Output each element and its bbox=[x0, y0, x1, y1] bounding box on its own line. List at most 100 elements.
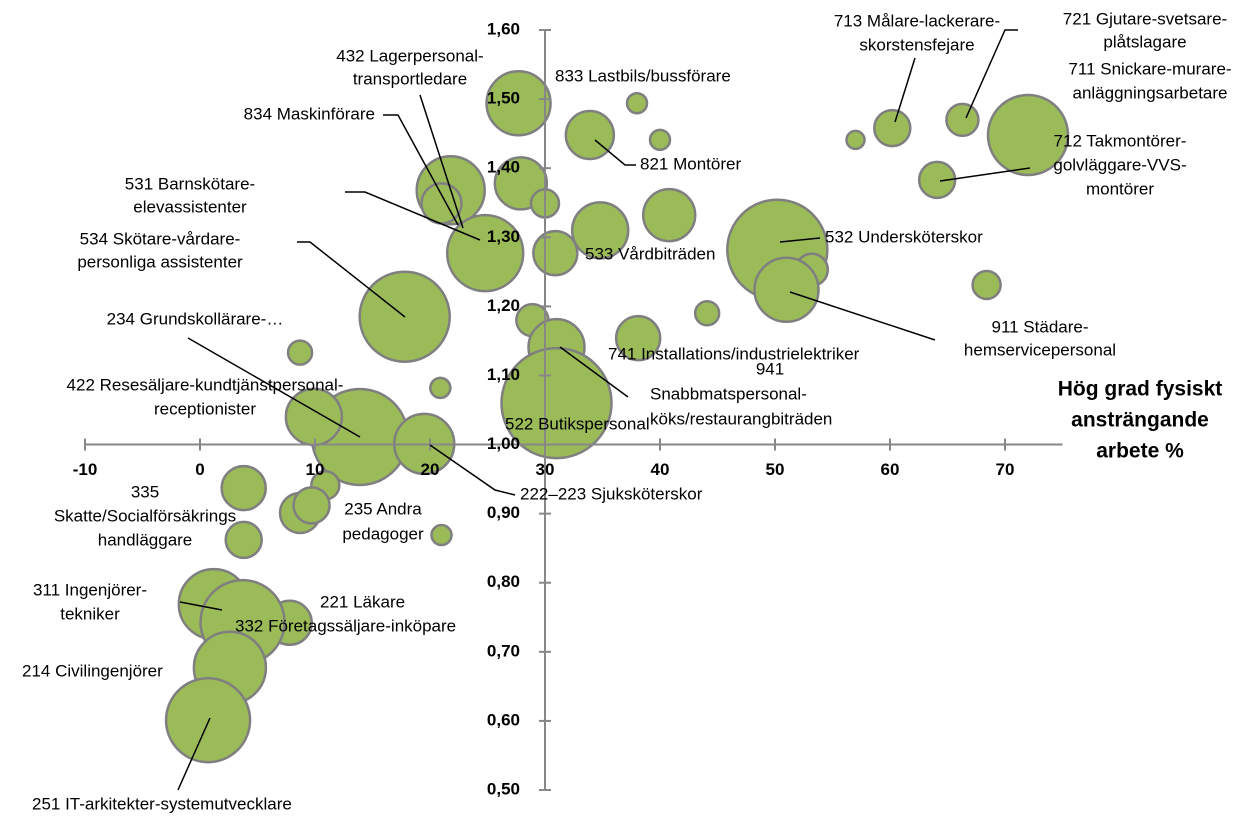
leader-line bbox=[419, 94, 464, 229]
y-tick-label: 1,40 bbox=[487, 158, 520, 177]
leader-line bbox=[345, 191, 481, 241]
leader-line bbox=[894, 57, 916, 123]
bubble bbox=[845, 129, 866, 151]
bubble-label: 533 Vårdbiträden bbox=[585, 244, 715, 263]
bubble-label: 221 Läkare bbox=[320, 592, 405, 611]
x-axis-title: Hög grad fysiskt bbox=[1058, 378, 1223, 401]
bubble-label: transportledare bbox=[353, 69, 467, 88]
bubble bbox=[648, 128, 672, 152]
y-tick-label: 1,60 bbox=[487, 19, 520, 38]
bubble-label: 235 Andra bbox=[344, 499, 422, 518]
y-tick-label: 0,50 bbox=[487, 779, 520, 798]
leader-line bbox=[187, 337, 361, 438]
leader-line bbox=[297, 241, 406, 318]
bubble-label: 711 Snickare-murare- bbox=[1068, 59, 1231, 78]
bubble-label: Skatte/Socialförsäkrings bbox=[54, 506, 236, 525]
leader-line bbox=[789, 291, 936, 341]
bubble-label: montörer bbox=[1086, 179, 1154, 198]
bubble bbox=[429, 376, 452, 400]
bubble-label: 833 Lastbils/bussförare bbox=[555, 66, 731, 85]
bubble-label: 721 Gjutare-svetsare- bbox=[1063, 9, 1227, 28]
bubble bbox=[564, 109, 616, 161]
y-tick-label: 1,20 bbox=[487, 296, 520, 315]
bubble-label: 531 Barnskötare- bbox=[125, 174, 255, 193]
bubble-label: 522 Butikspersonal bbox=[505, 414, 650, 433]
leader-line bbox=[179, 601, 223, 611]
bubble-label: skorstensfejare bbox=[859, 35, 974, 54]
bubble bbox=[500, 346, 613, 460]
bubble-label: receptionister bbox=[154, 399, 256, 418]
bubble-label: 713 Målare-lackerare- bbox=[834, 11, 1000, 30]
x-tick-label: 0 bbox=[195, 460, 204, 479]
y-tick-label: 0,60 bbox=[487, 710, 520, 729]
leader-line bbox=[429, 444, 516, 496]
bubble-label: pedagoger bbox=[342, 524, 424, 543]
bubble-label: 335 bbox=[131, 482, 159, 501]
bubble-label: handläggare bbox=[98, 530, 193, 549]
x-tick-label: 20 bbox=[421, 460, 440, 479]
x-tick-label: 50 bbox=[766, 460, 785, 479]
bubble bbox=[753, 256, 820, 324]
bubble bbox=[292, 486, 331, 525]
bubble bbox=[986, 93, 1070, 177]
y-tick-label: 1,00 bbox=[487, 434, 520, 453]
bubble-label: Snabbmatspersonal- bbox=[650, 384, 807, 403]
bubble bbox=[220, 464, 267, 512]
bubble-label: 821 Montörer bbox=[640, 154, 741, 173]
bubble bbox=[614, 314, 662, 362]
bubble bbox=[284, 387, 344, 447]
bubble-label: 911 Städare- bbox=[991, 317, 1088, 336]
bubble bbox=[485, 69, 552, 137]
bubble-label: köks/restaurangbiträden bbox=[650, 409, 832, 428]
bubble-label: 332 Företagssäljare-inköpare bbox=[235, 616, 456, 635]
x-axis-title: ansträngande bbox=[1071, 409, 1209, 432]
y-tick-label: 1,10 bbox=[487, 365, 520, 384]
bubble-label: 712 Takmontörer- bbox=[1054, 131, 1187, 150]
bubble bbox=[430, 523, 453, 547]
x-tick-label: 40 bbox=[651, 460, 670, 479]
bubble-label: plåtslagare bbox=[1103, 32, 1186, 51]
leader-line bbox=[559, 346, 629, 398]
bubble-label: anläggningsarbetare bbox=[1072, 83, 1227, 102]
y-tick-label: 0,90 bbox=[487, 503, 520, 522]
bubble-label: hemservicepersonal bbox=[964, 340, 1116, 359]
bubble bbox=[625, 91, 649, 115]
leader-line bbox=[939, 167, 1031, 182]
x-tick-label: 60 bbox=[881, 460, 900, 479]
bubble bbox=[917, 160, 957, 200]
bubble bbox=[286, 339, 314, 366]
y-tick-label: 1,50 bbox=[487, 89, 520, 108]
bubble bbox=[873, 108, 912, 148]
x-tick-label: -10 bbox=[73, 460, 98, 479]
leader-line bbox=[594, 139, 636, 166]
y-tick-label: 0,80 bbox=[487, 572, 520, 591]
leader-line bbox=[177, 717, 211, 791]
bubble bbox=[693, 300, 721, 327]
bubble bbox=[164, 676, 252, 764]
bubble-label: 432 Lagerpersonal- bbox=[336, 46, 483, 65]
x-tick-label: 30 bbox=[536, 460, 555, 479]
bubble-label: 214 Civilingenjörer bbox=[22, 661, 163, 680]
bubble-label: personliga assistenter bbox=[77, 252, 243, 271]
bubble-label: golvläggare-VVS- bbox=[1053, 155, 1186, 174]
bubble-label: 741 Installations/industrielektriker bbox=[608, 344, 860, 363]
bubble-label: 534 Skötare-vårdare- bbox=[80, 229, 241, 248]
bubble-label: elevassistenter bbox=[133, 197, 247, 216]
bubble-label: 234 Grundskollärare-… bbox=[107, 309, 284, 328]
bubble bbox=[971, 269, 1002, 301]
bubble-label: 311 Ingenjörer- bbox=[33, 580, 147, 599]
bubble-label: 222–223 Sjuksköterskor bbox=[520, 484, 703, 503]
leader-line bbox=[965, 29, 1018, 119]
leader-line bbox=[383, 114, 459, 226]
bubble bbox=[945, 102, 980, 138]
bubble bbox=[641, 187, 697, 243]
x-axis-title: arbete % bbox=[1096, 440, 1184, 463]
bubble-label: 422 Resesäljare-kundtjänstpersonal- bbox=[67, 375, 344, 394]
bubble bbox=[224, 520, 263, 560]
bubble-label: tekniker bbox=[60, 604, 120, 623]
bubble-label: 834 Maskinförare bbox=[244, 104, 375, 123]
bubble-label: 941 bbox=[756, 359, 784, 378]
x-tick-label: 10 bbox=[306, 460, 325, 479]
bubble-label: 251 IT-arkitekter-systemutvecklare bbox=[32, 794, 292, 813]
